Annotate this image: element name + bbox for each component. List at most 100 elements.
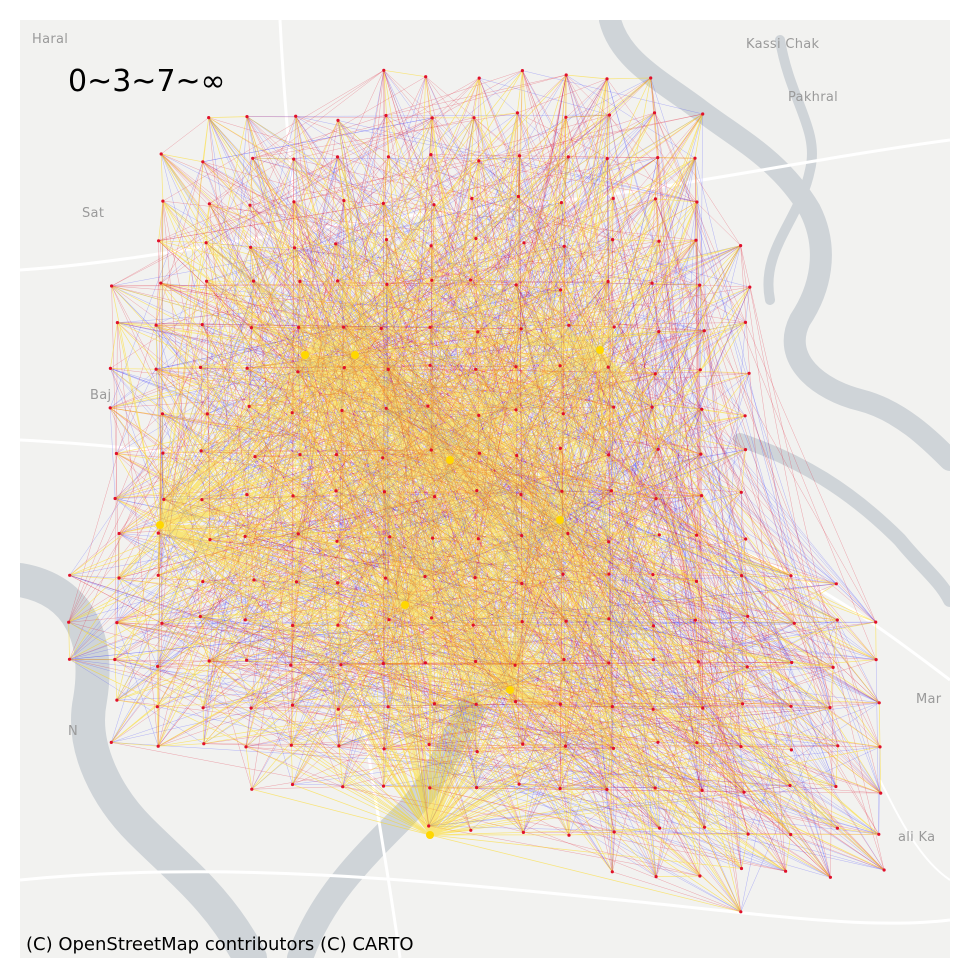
od-node <box>290 782 295 787</box>
od-node <box>117 576 121 580</box>
od-node <box>115 321 119 325</box>
od-node <box>701 706 705 710</box>
place-label-pakhral: Pakhral <box>788 90 839 105</box>
od-node <box>381 201 385 205</box>
od-node <box>296 370 300 374</box>
od-node <box>113 496 117 501</box>
od-node <box>516 194 520 199</box>
od-node <box>877 832 881 836</box>
od-node <box>564 73 568 77</box>
od-node <box>649 76 653 80</box>
od-node <box>605 157 609 161</box>
od-node <box>607 572 611 576</box>
od-node <box>381 456 385 460</box>
od-node <box>251 279 256 283</box>
network-map[interactable] <box>20 20 950 958</box>
road <box>20 438 950 682</box>
map-attribution: (C) OpenStreetMap contributors (C) CARTO <box>26 934 414 955</box>
od-node <box>836 744 840 748</box>
od-node <box>382 68 386 72</box>
od-node <box>198 365 203 369</box>
od-node <box>746 832 750 836</box>
od-node <box>882 868 886 872</box>
od-node <box>564 115 568 119</box>
od-node <box>742 790 746 794</box>
od-node <box>607 617 611 621</box>
od-node <box>515 111 519 115</box>
od-node <box>384 238 389 242</box>
od-node <box>473 576 477 580</box>
od-node <box>199 449 203 453</box>
od-node <box>834 582 838 586</box>
od-node <box>342 366 346 370</box>
od-node <box>740 574 744 578</box>
od-node <box>201 580 205 584</box>
od-node <box>384 113 388 118</box>
od-node <box>657 533 661 537</box>
od-node <box>290 703 295 707</box>
od-node <box>789 748 794 752</box>
od-node <box>247 404 251 408</box>
od-node <box>386 155 390 159</box>
od-node <box>745 665 749 669</box>
od-node <box>698 874 702 878</box>
od-node <box>607 661 611 665</box>
od-node <box>560 489 564 493</box>
od-node <box>612 325 616 329</box>
od-nodes-layer <box>67 68 886 914</box>
od-node <box>792 621 796 625</box>
od-node <box>743 448 748 452</box>
od-node <box>739 910 743 914</box>
od-node <box>474 236 478 241</box>
od-node <box>651 624 656 628</box>
od-node <box>558 786 562 791</box>
od-node <box>292 200 296 204</box>
od-node <box>828 875 833 879</box>
place-label-baj: Baj <box>90 388 112 403</box>
od-node <box>388 535 392 539</box>
od-node <box>700 407 704 411</box>
od-node <box>428 325 432 329</box>
od-node <box>342 199 346 203</box>
od-node <box>428 786 432 790</box>
od-node <box>828 706 832 710</box>
od-node <box>383 576 388 580</box>
od-node <box>334 242 338 246</box>
od-node <box>702 825 707 829</box>
od-node <box>204 241 208 245</box>
od-node <box>294 114 298 118</box>
od-node <box>431 536 435 540</box>
od-node <box>432 702 436 706</box>
od-node <box>469 278 473 282</box>
place-label-ali-ka: ali Ka <box>898 830 936 845</box>
river-west <box>20 563 267 958</box>
od-node <box>514 408 518 412</box>
od-node <box>160 412 165 416</box>
od-hub-node <box>446 456 454 464</box>
od-node <box>477 413 481 417</box>
od-node <box>520 69 524 73</box>
od-node <box>115 698 119 702</box>
od-node <box>154 323 158 327</box>
od-node <box>249 706 253 710</box>
od-node <box>739 745 743 749</box>
od-node <box>155 705 159 709</box>
od-node <box>430 616 434 620</box>
od-node <box>658 826 662 830</box>
od-node <box>561 412 565 416</box>
od-node <box>474 702 478 706</box>
od-node <box>612 405 616 409</box>
od-node <box>517 154 522 158</box>
od-node <box>878 745 882 749</box>
od-node <box>788 783 792 788</box>
od-node <box>334 453 339 457</box>
map-canvas[interactable]: Haral Kassi Chak Pakhral Sat Baj N Mar a… <box>20 20 950 958</box>
od-node <box>423 661 427 665</box>
od-node <box>747 371 751 375</box>
od-node <box>379 326 383 330</box>
od-node <box>386 367 390 371</box>
place-label-kassi-chak: Kassi Chak <box>746 37 820 52</box>
od-node <box>201 706 205 710</box>
od-node <box>156 744 160 748</box>
od-node <box>381 661 385 666</box>
